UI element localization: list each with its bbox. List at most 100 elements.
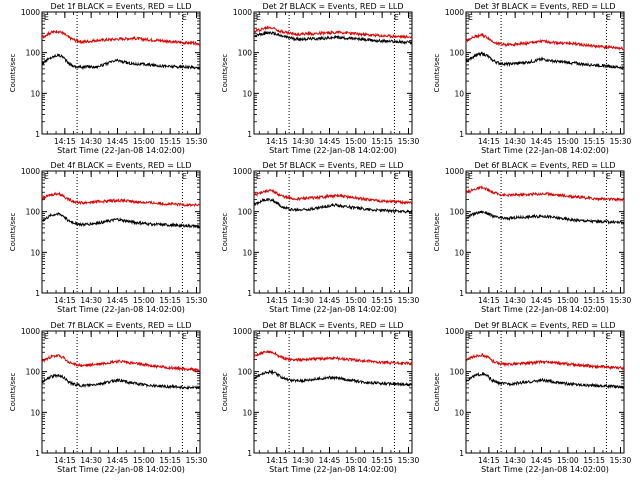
x-tick-label: 15:30 — [186, 456, 208, 465]
x-tick-label: 14:45 — [107, 137, 129, 146]
events-series-line — [253, 30, 412, 46]
y-tick-label: 1 — [247, 130, 252, 139]
lld-series-line — [465, 185, 625, 203]
lld-series-line — [41, 191, 201, 208]
x-tick-label: 15:00 — [345, 137, 367, 146]
x-tick-label: 15:00 — [345, 456, 367, 465]
plot-frame — [465, 170, 625, 294]
x-tick-label: 14:30 — [504, 456, 526, 465]
y-tick-label: 1 — [35, 130, 40, 139]
events-series-line — [41, 373, 201, 390]
y-tick-label: 10 — [454, 248, 464, 257]
x-tick-label: 15:15 — [371, 137, 393, 146]
y-tick-label: 1 — [247, 449, 252, 458]
y-tick-label: 1 — [35, 289, 40, 298]
x-axis-label: Start Time (22-Jan-08 14:02:00) — [481, 146, 609, 155]
event-marker-label: E — [394, 13, 399, 22]
y-tick-label: 1000 — [445, 327, 464, 336]
x-tick-label: 14:30 — [292, 456, 314, 465]
x-tick-label: 14:15 — [478, 137, 500, 146]
x-axis-label: Start Time (22-Jan-08 14:02:00) — [57, 465, 185, 474]
y-tick-label: 1000 — [233, 167, 252, 176]
x-tick-label: 15:00 — [557, 296, 579, 305]
x-tick-label: 14:30 — [80, 456, 102, 465]
event-marker-label: E — [468, 172, 473, 181]
y-axis-label: Counts/sec — [221, 213, 229, 252]
y-tick-label: 100 — [450, 208, 465, 217]
y-tick-label: 100 — [26, 208, 41, 217]
x-tick-label: 14:15 — [478, 456, 500, 465]
y-tick-label: 1000 — [21, 8, 40, 17]
x-tick-label: 15:30 — [186, 296, 208, 305]
panel-title: Det 8f BLACK = Events, RED = LLD — [262, 321, 403, 330]
plot-frame — [253, 170, 413, 294]
y-tick-label: 10 — [242, 89, 252, 98]
x-tick-label: 15:30 — [398, 137, 420, 146]
event-marker-label: E — [182, 172, 187, 181]
y-axis-label: Counts/sec — [433, 213, 441, 252]
panel-title: Det 4f BLACK = Events, RED = LLD — [50, 161, 191, 170]
x-tick-label: 14:45 — [531, 137, 553, 146]
x-tick-label: 15:30 — [610, 456, 632, 465]
x-tick-label: 14:15 — [54, 296, 76, 305]
y-tick-label: 10 — [454, 89, 464, 98]
x-tick-label: 15:15 — [371, 456, 393, 465]
lld-series-line — [253, 25, 413, 40]
y-axis-label: Counts/sec — [433, 54, 441, 93]
x-tick-label: 14:30 — [504, 137, 526, 146]
plot-frame — [253, 11, 413, 135]
x-tick-label: 14:30 — [80, 296, 102, 305]
event-marker-label: E — [394, 172, 399, 181]
y-tick-label: 1000 — [445, 8, 464, 17]
x-tick-label: 14:45 — [531, 296, 553, 305]
y-tick-label: 10 — [242, 408, 252, 417]
y-tick-label: 100 — [238, 208, 253, 217]
y-tick-label: 10 — [30, 89, 40, 98]
event-marker-label: E — [606, 332, 611, 341]
panel-det-2f: Det 2f BLACK = Events, RED = LLD 1 10 100 10… — [221, 2, 420, 155]
x-tick-label: 15:00 — [557, 137, 579, 146]
events-series-line — [465, 51, 625, 71]
panel-title: Det 5f BLACK = Events, RED = LLD — [262, 161, 403, 170]
panel-det-6f: Det 6f BLACK = Events, RED = LLD 1 10 100 10… — [433, 161, 632, 314]
x-axis-label: Start Time (22-Jan-08 14:02:00) — [481, 305, 609, 314]
x-tick-label: 15:15 — [371, 296, 393, 305]
x-tick-label: 14:15 — [54, 456, 76, 465]
x-tick-label: 14:30 — [80, 137, 102, 146]
panel-title: Det 2f BLACK = Events, RED = LLD — [262, 2, 403, 11]
x-tick-label: 15:00 — [133, 296, 155, 305]
x-tick-label: 15:15 — [583, 456, 605, 465]
panel-title: Det 3f BLACK = Events, RED = LLD — [474, 2, 615, 11]
y-tick-label: 100 — [238, 49, 253, 58]
y-tick-label: 1 — [247, 289, 252, 298]
panel-title: Det 6f BLACK = Events, RED = LLD — [474, 161, 615, 170]
panel-det-8f: Det 8f BLACK = Events, RED = LLD 1 10 100 10… — [221, 321, 420, 474]
event-marker-label: E — [256, 172, 261, 181]
x-tick-label: 15:30 — [186, 137, 208, 146]
plot-frame — [41, 170, 201, 294]
y-tick-label: 1 — [35, 449, 40, 458]
panel-title: Det 7f BLACK = Events, RED = LLD — [50, 321, 191, 330]
y-axis-label: Counts/sec — [433, 373, 441, 412]
x-tick-label: 15:30 — [610, 137, 632, 146]
x-tick-label: 15:15 — [159, 137, 181, 146]
plot-frame — [465, 11, 625, 135]
event-marker-label: E — [44, 172, 49, 181]
panel-title: Det 1f BLACK = Events, RED = LLD — [50, 2, 191, 11]
event-marker-label: E — [256, 13, 261, 22]
y-tick-label: 100 — [238, 368, 253, 377]
lld-series-line — [41, 354, 201, 373]
x-tick-label: 14:45 — [319, 296, 341, 305]
event-marker-label: E — [394, 332, 399, 341]
y-axis-label: Counts/sec — [9, 373, 17, 412]
x-tick-label: 14:15 — [266, 137, 288, 146]
x-tick-label: 14:45 — [319, 137, 341, 146]
x-tick-label: 15:00 — [345, 296, 367, 305]
x-axis-label: Start Time (22-Jan-08 14:02:00) — [57, 146, 185, 155]
x-tick-label: 15:00 — [133, 137, 155, 146]
panel-det-1f: Det 1f BLACK = Events, RED = LLD 1 10 100 10… — [9, 2, 208, 155]
event-marker-label: E — [468, 13, 473, 22]
y-tick-label: 10 — [242, 248, 252, 257]
y-tick-label: 1000 — [21, 327, 40, 336]
